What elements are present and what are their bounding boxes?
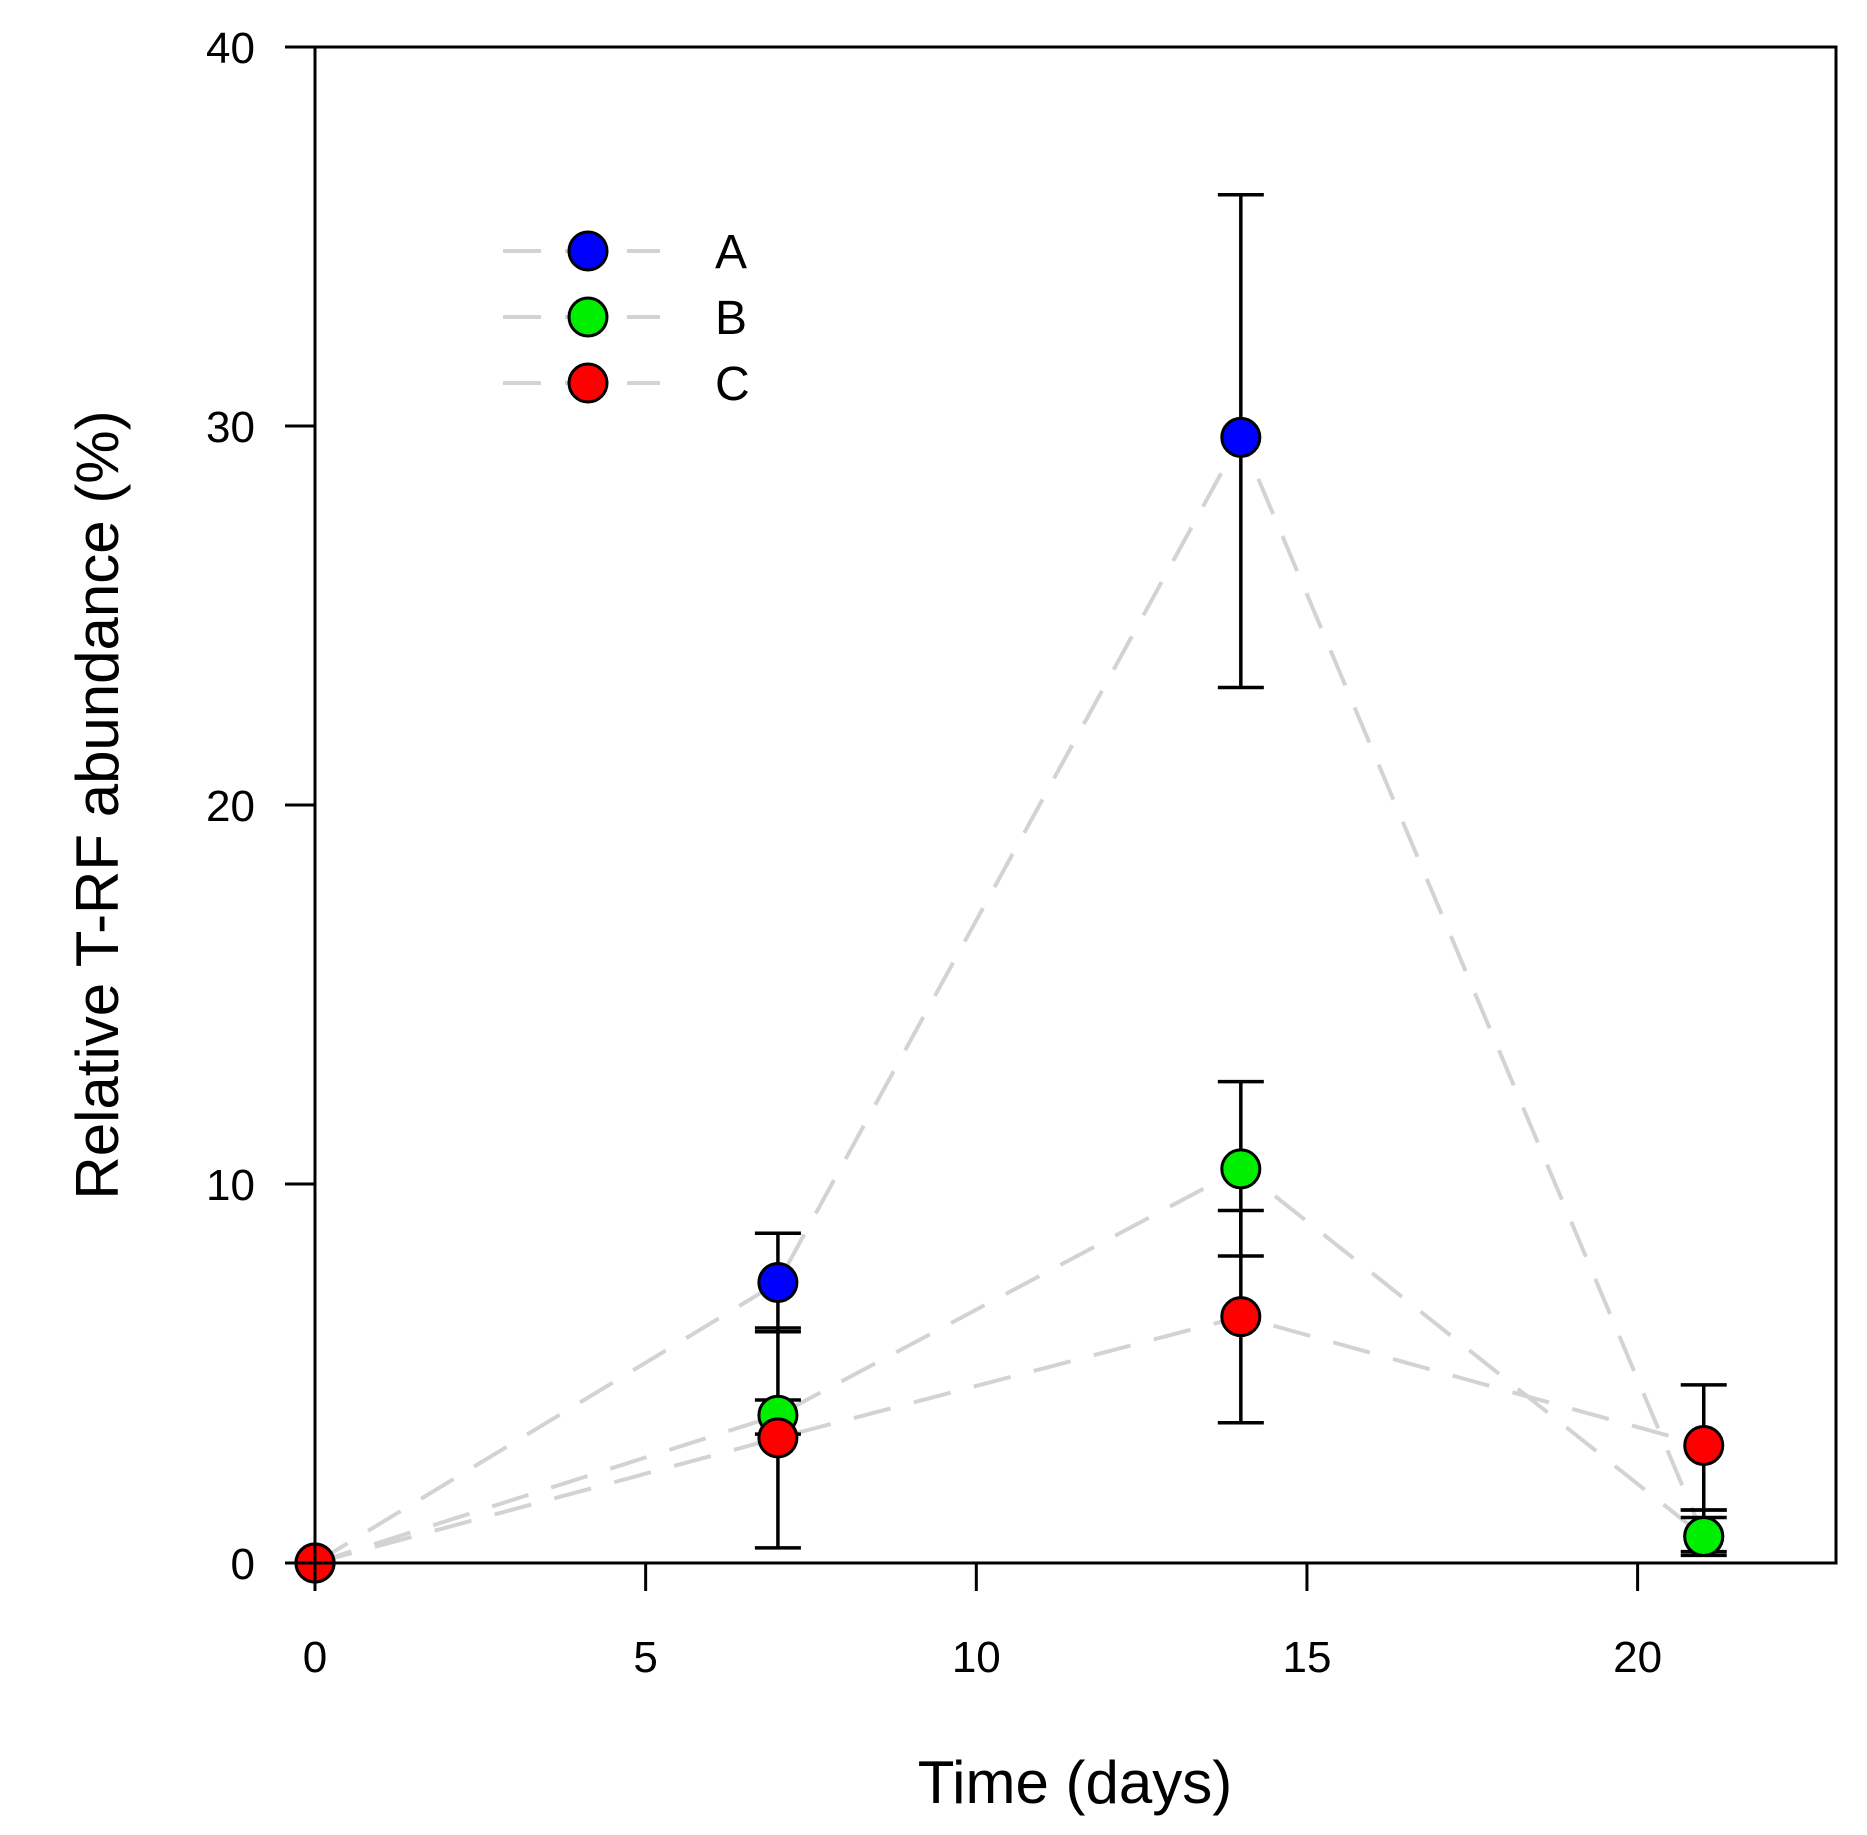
- data-point-a: [1220, 416, 1262, 458]
- legend: ABC: [503, 226, 750, 411]
- y-tick-label: 0: [231, 1540, 255, 1589]
- data-point-c: [757, 1417, 799, 1459]
- x-tick-label: 0: [303, 1633, 327, 1682]
- y-tick-label: 10: [206, 1161, 255, 1210]
- legend-label-b: B: [715, 292, 747, 345]
- y-tick-label: 20: [206, 782, 255, 831]
- x-tick-label: 5: [633, 1633, 657, 1682]
- data-point-a: [757, 1262, 799, 1304]
- data-point-c: [1220, 1296, 1262, 1338]
- plot-frame: [313, 45, 1838, 1565]
- data-point-b: [1683, 1515, 1725, 1557]
- legend-marker-a: [567, 230, 609, 272]
- y-tick-label: 30: [206, 403, 255, 452]
- data-markers: [294, 416, 1725, 1584]
- legend-marker-c: [567, 362, 609, 404]
- x-axis-title: Time (days): [918, 1749, 1232, 1816]
- legend-label-a: A: [715, 226, 747, 279]
- series-line-a: [313, 432, 1706, 1565]
- y-axis-title: Relative T-RF abundance (%): [64, 410, 131, 1199]
- x-tick-label: 10: [952, 1633, 1001, 1682]
- series-lines: [313, 432, 1706, 1565]
- legend-label-c: C: [715, 358, 750, 411]
- legend-marker-b: [567, 296, 609, 338]
- x-tick-label: 20: [1613, 1633, 1662, 1682]
- series-line-c: [314, 1314, 1705, 1565]
- y-tick-label: 40: [206, 24, 255, 73]
- data-point-b: [1220, 1148, 1262, 1190]
- x-tick-label: 15: [1282, 1633, 1331, 1682]
- axes: 0 5 10 15 20 0 10 20 30 40: [206, 24, 1662, 1682]
- data-point-c: [1683, 1425, 1725, 1467]
- series-line-b: [314, 1166, 1705, 1565]
